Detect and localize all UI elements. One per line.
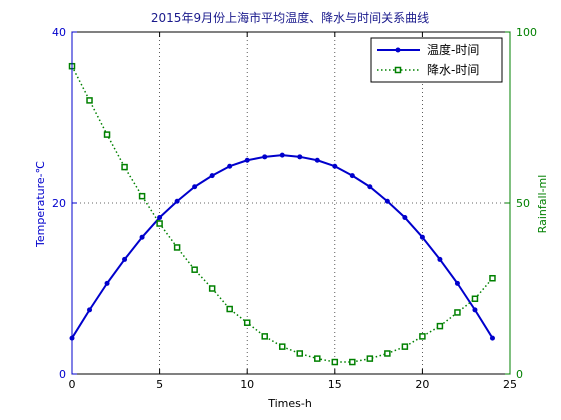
rainfall-point [419,333,426,340]
temperature-point [332,163,338,169]
rainfall-point [103,131,111,138]
x-tick-label: 15 [328,378,342,391]
temperature-point [472,307,478,313]
legend-temperature-label: 温度-时间 [427,42,479,57]
temperature-point [402,215,408,221]
temperature-point [122,256,128,262]
temperature-point [314,157,320,163]
temperature-point [87,307,93,313]
legend-box [370,37,503,83]
legend: 温度-时间 降水-时间 [370,37,503,83]
rainfall-point [191,266,198,273]
legend-rainfall-label: 降水-时间 [427,63,479,77]
temperature-point [157,215,163,221]
x-axis-label: Times-h [267,397,312,410]
temperature-point [419,234,425,240]
y-left-tick-label: 40 [52,26,66,39]
y-right-tick-label: 50 [516,197,530,210]
x-tick-label: 10 [240,378,254,391]
temperature-point [384,198,390,204]
y-right-tick-label: 100 [516,26,537,39]
rainfall-point [208,285,216,292]
x-tick-label: 25 [503,378,517,391]
temperature-point [227,163,233,169]
y-left-axis-label: Temperature-℃ [34,161,47,248]
temperature-point [192,184,198,190]
temperature-point [209,173,215,179]
rainfall-point [401,343,409,350]
rainfall-point [366,355,374,362]
temperature-point [279,152,285,158]
rainfall-point [138,192,146,200]
rainfall-point [173,244,181,251]
x-tick-label: 0 [69,378,76,391]
rainfall-point [471,295,479,303]
grid-layer [72,32,510,374]
y-right-axis-label: Rainfall-ml [536,175,549,234]
rainfall-point [261,333,268,340]
rainfall-point [384,350,391,357]
y-left-tick-label: 0 [59,368,66,381]
rainfall-point [226,305,233,313]
temperature-point [244,157,250,163]
legend-rainfall-marker [394,66,402,74]
temperature-point [104,280,110,286]
x-tick-label: 5 [156,378,163,391]
temperature-point [139,234,145,240]
temperature-point [297,154,303,160]
rainfall-point [436,322,444,330]
rainfall-point [86,97,93,104]
rainfall-point [156,220,163,227]
rainfall-point [331,358,339,366]
rainfall-point [454,309,461,316]
y-right-tick-label: 0 [516,368,523,381]
legend-temperature-marker [395,47,401,53]
y-left-tick-label: 20 [52,197,66,210]
temperature-point [262,154,268,160]
rainfall-point [314,355,321,362]
temperature-point [349,173,355,179]
rainfall-point [489,274,496,282]
rainfall-point [243,319,251,326]
temperature-point [367,184,373,190]
temperature-point [437,256,443,262]
rainfall-point [349,358,356,366]
rainfall-point [278,343,286,350]
temperature-point [489,335,495,341]
rainfall-point [121,163,128,171]
chart-title: 2015年9月份上海市平均温度、降水与时间关系曲线 [151,10,429,25]
series-layer [68,62,496,366]
x-tick-label: 20 [415,378,429,391]
temperature-point [454,280,460,286]
rainfall-point [296,350,304,357]
temperature-point [174,198,180,204]
